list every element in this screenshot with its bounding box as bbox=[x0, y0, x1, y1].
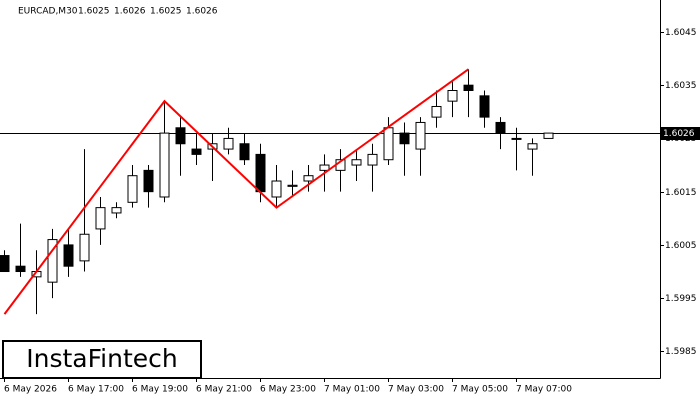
candle-body bbox=[47, 239, 58, 283]
candle-body bbox=[415, 121, 426, 150]
current-price-label: 1.6026 bbox=[663, 129, 695, 139]
candle-body bbox=[511, 137, 522, 140]
header-value: 1.6025 bbox=[78, 7, 110, 17]
x-tick-label: 6 May 2026 bbox=[4, 385, 57, 395]
candle-body bbox=[223, 137, 234, 150]
candle-body bbox=[495, 121, 506, 134]
candle-body bbox=[175, 127, 186, 145]
candle-body bbox=[447, 90, 458, 102]
chart-title: EURCAD,M30 bbox=[18, 7, 78, 17]
candle-body bbox=[79, 233, 90, 262]
candle-body bbox=[367, 153, 378, 166]
logo-box bbox=[2, 340, 202, 379]
x-tick-label: 6 May 19:00 bbox=[132, 385, 188, 395]
candle-body bbox=[63, 244, 74, 267]
candle-body bbox=[271, 180, 282, 198]
y-tick-label: 1.6035 bbox=[665, 81, 697, 91]
header-value: 1.6026 bbox=[114, 7, 146, 17]
header-value: 1.6026 bbox=[186, 7, 218, 17]
y-tick-label: 1.5995 bbox=[665, 294, 697, 304]
y-tick-label: 1.6015 bbox=[665, 188, 697, 198]
candle-body bbox=[15, 265, 26, 273]
candle-body bbox=[351, 159, 362, 166]
x-tick-label: 6 May 23:00 bbox=[260, 385, 316, 395]
candle-body bbox=[111, 207, 122, 214]
y-tick-label: 1.5985 bbox=[665, 347, 697, 357]
candle-body bbox=[127, 175, 138, 203]
y-tick-label: 1.6005 bbox=[665, 241, 697, 251]
candle-body bbox=[95, 207, 106, 230]
candle-body bbox=[319, 164, 330, 171]
header-value: 1.6025 bbox=[150, 7, 182, 17]
x-tick-label: 6 May 21:00 bbox=[196, 385, 252, 395]
current-price-box bbox=[661, 127, 700, 140]
x-tick-label: 7 May 05:00 bbox=[452, 385, 508, 395]
candle-body bbox=[159, 132, 170, 198]
candle-body bbox=[479, 95, 490, 118]
candle-body bbox=[383, 127, 394, 161]
x-tick-label: 7 May 07:00 bbox=[516, 385, 572, 395]
candle-body bbox=[239, 143, 250, 161]
x-tick-label: 7 May 01:00 bbox=[324, 385, 380, 395]
y-tick-label: 1.6045 bbox=[665, 28, 697, 38]
logo-text: InstaFintech bbox=[26, 344, 178, 373]
candle-body bbox=[399, 132, 410, 145]
candle-body bbox=[287, 184, 298, 187]
candle-body bbox=[431, 105, 442, 118]
x-tick-label: 7 May 03:00 bbox=[388, 385, 444, 395]
x-tick-label: 6 May 17:00 bbox=[68, 385, 124, 395]
pattern-line bbox=[3, 68, 470, 315]
candle-body bbox=[143, 169, 154, 193]
candle-body bbox=[463, 84, 474, 92]
candle-body bbox=[191, 148, 202, 155]
candle-body bbox=[543, 132, 554, 139]
candle-body bbox=[255, 153, 266, 193]
candle-body bbox=[527, 143, 538, 150]
candle-body bbox=[0, 255, 10, 273]
candle-body bbox=[303, 175, 314, 182]
